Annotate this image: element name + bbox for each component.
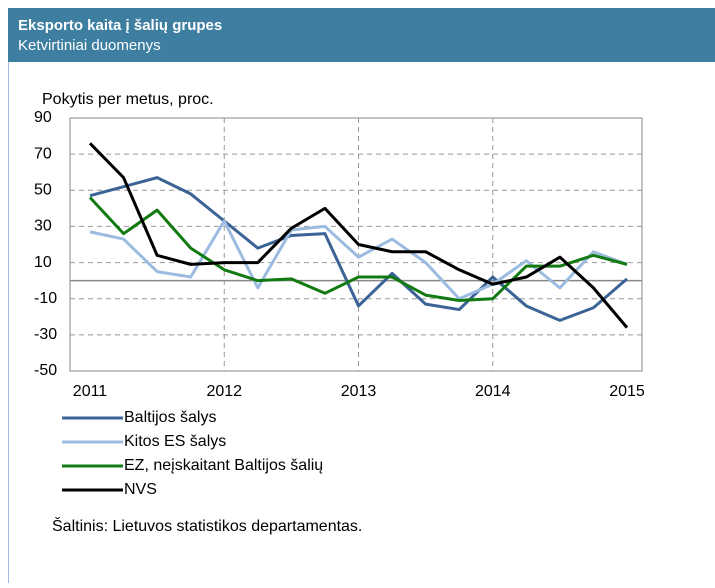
legend-label: Kitos ES šalys <box>124 433 226 450</box>
legend-label: NVS <box>124 481 157 498</box>
y-tick-label: 50 <box>34 182 52 199</box>
x-tick-label: 2011 <box>73 383 108 400</box>
y-axis-label: Pokytis per metus, proc. <box>42 91 214 108</box>
y-tick-label: 90 <box>34 109 52 126</box>
legend-label: Baltijos šalys <box>124 409 216 426</box>
source: Šaltinis: Lietuvos statistikos departame… <box>52 516 362 535</box>
chart-title: Eksporto kaita į šalių grupes <box>18 17 222 34</box>
y-tick-label: 30 <box>34 218 52 235</box>
y-tick-label: -10 <box>34 290 57 307</box>
x-tick-label: 2013 <box>341 383 377 400</box>
plot-frame <box>69 117 643 372</box>
series-line <box>88 142 629 329</box>
y-tick-label: 70 <box>34 145 52 162</box>
y-tick-label: -50 <box>34 362 57 379</box>
y-tick-label: -30 <box>34 326 57 343</box>
series-line <box>89 176 628 322</box>
header-bar <box>8 8 715 62</box>
chart-subtitle: Ketvirtiniai duomenys <box>18 37 161 54</box>
x-tick-label: 2015 <box>609 383 645 400</box>
y-tick-label: 10 <box>34 254 52 271</box>
x-tick-label: 2014 <box>475 383 511 400</box>
x-tick-label: 2012 <box>206 383 242 400</box>
legend-label: EZ, neįskaitant Baltijos šalių <box>124 457 323 474</box>
series-line <box>88 196 628 303</box>
